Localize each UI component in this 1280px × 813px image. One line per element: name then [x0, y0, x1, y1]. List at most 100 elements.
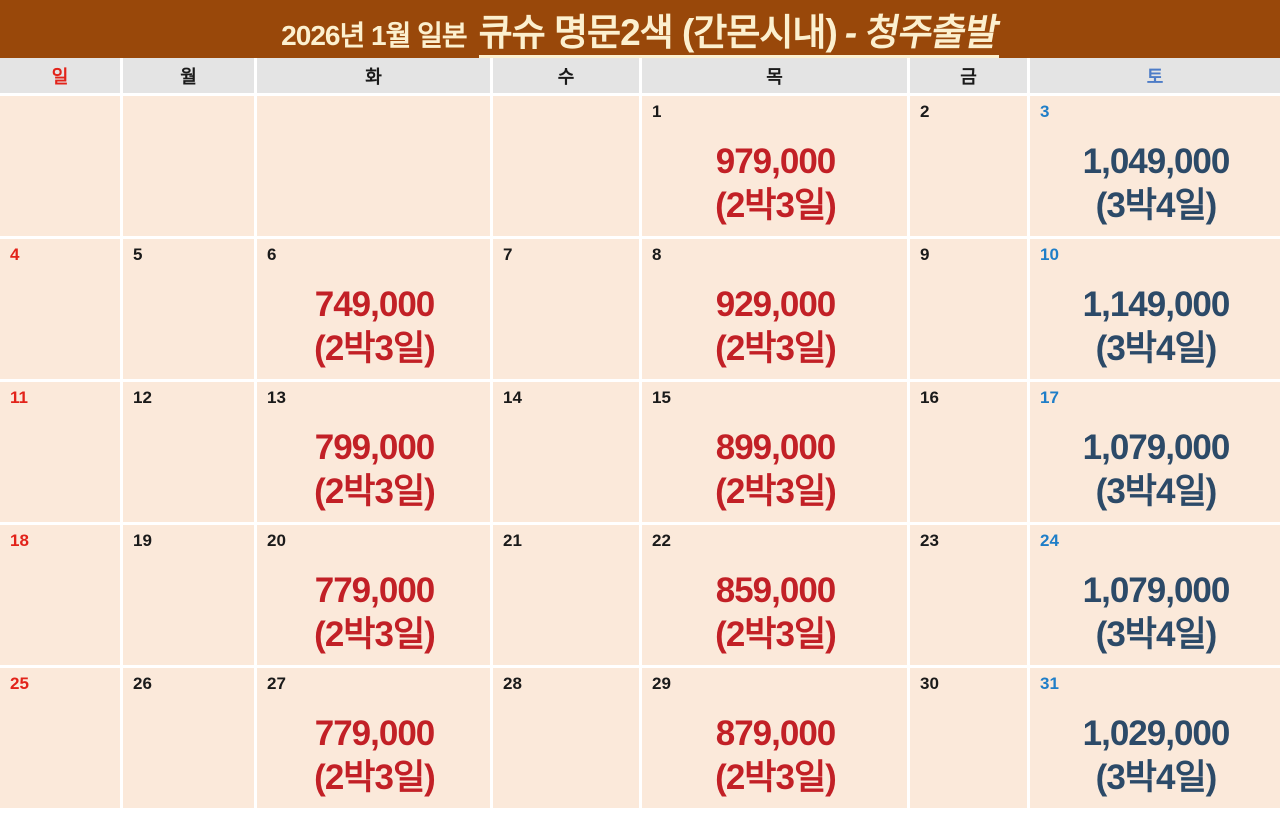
day-number: 6 — [267, 245, 277, 264]
calendar-cell-27: 27 779,000 (2박3일) — [257, 668, 490, 808]
price-value: 979,000 — [715, 141, 837, 181]
day-number: 27 — [267, 674, 286, 693]
weekday-label-화: 화 — [257, 58, 490, 93]
weekday-label-금: 금 — [910, 58, 1027, 93]
calendar-cell-17: 17 1,079,000 (3박4일) — [1030, 382, 1280, 522]
calendar-cell-28: 28 — [493, 668, 639, 808]
calendar-cell-empty — [0, 96, 120, 236]
price-value: 859,000 — [715, 570, 837, 610]
calendar-cell-9: 9 — [910, 239, 1027, 379]
calendar-cell-7: 7 — [493, 239, 639, 379]
day-number: 30 — [920, 674, 939, 693]
day-number: 12 — [133, 388, 152, 407]
trip-duration: (3박4일) — [1095, 614, 1218, 654]
day-number: 2 — [920, 102, 930, 121]
day-number: 31 — [1040, 674, 1059, 693]
day-number: 14 — [503, 388, 522, 407]
price-value: 879,000 — [715, 713, 837, 753]
day-number: 28 — [503, 674, 522, 693]
calendar-cell-23: 23 — [910, 525, 1027, 665]
trip-duration: (3박4일) — [1095, 328, 1218, 368]
weekday-label-토: 토 — [1030, 58, 1280, 93]
price-value: 1,049,000 — [1082, 141, 1231, 181]
calendar-cell-14: 14 — [493, 382, 639, 522]
price-value: 749,000 — [314, 284, 436, 324]
calendar-cell-24: 24 1,079,000 (3박4일) — [1030, 525, 1280, 665]
price-value: 1,029,000 — [1082, 713, 1231, 753]
price-value: 899,000 — [715, 427, 837, 467]
calendar-cell-empty — [123, 96, 254, 236]
calendar-cell-2: 2 — [910, 96, 1027, 236]
title-bar: 2026년 1월 일본 큐슈 명문2색 (간몬시내) - 청주출발 — [0, 0, 1280, 58]
price-value: 779,000 — [314, 570, 436, 610]
title-main: 큐슈 명문2색 (간몬시내) - 청주출발 — [478, 12, 1002, 58]
day-number: 17 — [1040, 388, 1059, 407]
calendar-cell-19: 19 — [123, 525, 254, 665]
day-number: 25 — [10, 674, 29, 693]
calendar-cell-16: 16 — [910, 382, 1027, 522]
calendar-cell-26: 26 — [123, 668, 254, 808]
trip-duration: (2박3일) — [314, 614, 436, 654]
trip-duration: (2박3일) — [715, 328, 837, 368]
calendar-cell-31: 31 1,029,000 (3박4일) — [1030, 668, 1280, 808]
day-number: 11 — [10, 388, 28, 407]
day-number: 29 — [652, 674, 671, 693]
day-number: 23 — [920, 531, 939, 550]
day-number: 4 — [10, 245, 20, 264]
price-block: 1,079,000 (3박4일) — [1040, 426, 1272, 514]
day-number: 10 — [1040, 245, 1059, 264]
day-number: 7 — [503, 245, 513, 264]
price-block: 1,149,000 (3박4일) — [1040, 283, 1272, 371]
price-block: 1,079,000 (3박4일) — [1040, 569, 1272, 657]
day-number: 22 — [652, 531, 671, 550]
day-number: 19 — [133, 531, 152, 550]
trip-duration: (3박4일) — [1095, 757, 1218, 797]
day-number: 15 — [652, 388, 671, 407]
price-value: 929,000 — [715, 284, 837, 324]
calendar-cell-11: 11 — [0, 382, 120, 522]
title-main-tour-name: 큐슈 명문2색 (간몬시내) — [478, 12, 838, 53]
calendar-cell-12: 12 — [123, 382, 254, 522]
weekday-label-일: 일 — [0, 58, 120, 93]
day-number: 21 — [503, 531, 522, 550]
price-value: 779,000 — [314, 713, 436, 753]
trip-duration: (2박3일) — [715, 757, 837, 797]
calendar-cell-empty — [493, 96, 639, 236]
price-block: 799,000 (2박3일) — [267, 426, 482, 514]
trip-duration: (2박3일) — [715, 614, 837, 654]
calendar-cell-13: 13 799,000 (2박3일) — [257, 382, 490, 522]
price-value: 1,079,000 — [1082, 427, 1231, 467]
title-main-departure-city: - 청주출발 — [841, 12, 1002, 53]
calendar-cell-empty — [257, 96, 490, 236]
day-number: 24 — [1040, 531, 1059, 550]
page-title: 2026년 1월 일본 큐슈 명문2색 (간몬시내) - 청주출발 — [281, 2, 1002, 58]
calendar-cell-10: 10 1,149,000 (3박4일) — [1030, 239, 1280, 379]
day-number: 3 — [1040, 102, 1050, 121]
day-number: 1 — [652, 102, 662, 121]
trip-duration: (2박3일) — [314, 328, 436, 368]
calendar-cell-25: 25 — [0, 668, 120, 808]
weekday-label-월: 월 — [123, 58, 254, 93]
price-block: 779,000 (2박3일) — [267, 712, 482, 800]
price-value: 1,079,000 — [1082, 570, 1231, 610]
trip-duration: (3박4일) — [1095, 185, 1218, 225]
calendar-grid: 1 979,000 (2박3일) 2 3 1,049,000 (3박4일) 4 5 6 749,00… — [0, 96, 1280, 808]
trip-duration: (3박4일) — [1095, 471, 1218, 511]
title-prefix: 2026년 1월 일본 — [281, 20, 467, 51]
calendar-cell-6: 6 749,000 (2박3일) — [257, 239, 490, 379]
price-block: 979,000 (2박3일) — [652, 140, 899, 228]
price-block: 929,000 (2박3일) — [652, 283, 899, 371]
day-number: 18 — [10, 531, 29, 550]
calendar-cell-30: 30 — [910, 668, 1027, 808]
calendar-cell-29: 29 879,000 (2박3일) — [642, 668, 907, 808]
price-block: 779,000 (2박3일) — [267, 569, 482, 657]
calendar-cell-4: 4 — [0, 239, 120, 379]
day-number: 13 — [267, 388, 286, 407]
price-block: 879,000 (2박3일) — [652, 712, 899, 800]
calendar-cell-20: 20 779,000 (2박3일) — [257, 525, 490, 665]
price-block: 1,049,000 (3박4일) — [1040, 140, 1272, 228]
price-value: 1,149,000 — [1082, 284, 1231, 324]
trip-duration: (2박3일) — [314, 757, 436, 797]
